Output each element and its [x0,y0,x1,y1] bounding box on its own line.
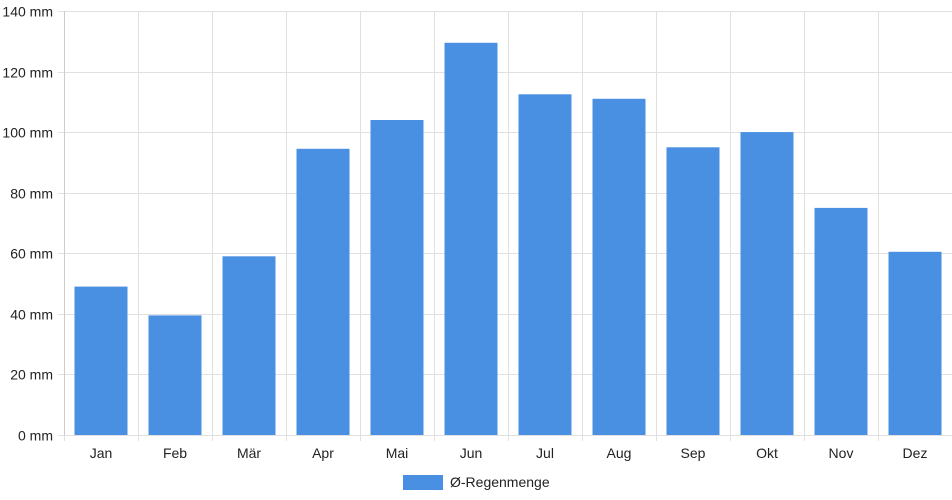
bar-aug[interactable] [592,98,646,436]
x-tick-label: Apr [312,445,334,461]
x-tick-label: Sep [681,445,706,461]
x-tick-label: Jun [460,445,483,461]
x-tick-label: Feb [163,445,187,461]
bar-feb[interactable] [148,315,202,435]
y-tick-label: 120 mm [2,65,53,81]
bar-mai[interactable] [370,120,424,435]
bar-mär[interactable] [222,256,276,435]
x-tick-label: Aug [607,445,632,461]
y-tick-label: 100 mm [2,125,53,141]
y-tick-label: 140 mm [2,4,53,20]
bar-okt[interactable] [740,132,794,435]
bar-nov[interactable] [814,207,868,435]
y-tick-label: 60 mm [10,246,53,262]
legend-label[interactable]: Ø-Regenmenge [450,474,550,490]
y-tick-label: 20 mm [10,367,53,383]
x-tick-label: Nov [829,445,854,461]
y-tick-label: 40 mm [10,307,53,323]
y-tick-label: 80 mm [10,186,53,202]
bar-apr[interactable] [296,148,350,436]
x-tick-label: Mär [237,445,261,461]
legend-swatch[interactable] [403,475,443,490]
x-axis-tick-labels: Jan Feb Mär Apr Mai Jun Jul Aug Sep Okt Nov Dez [90,445,928,461]
chart-grid [58,11,952,441]
chart-bars [74,42,942,436]
y-axis-tick-labels: 0 mm 20 mm 40 mm 60 mm 80 mm 100 mm 120 mm 140 … [2,4,53,444]
bar-jan[interactable] [74,286,128,435]
x-tick-label: Jul [536,445,554,461]
bar-sep[interactable] [666,147,720,436]
x-tick-label: Mai [386,445,409,461]
x-tick-label: Okt [756,445,778,461]
bar-dez[interactable] [888,251,942,435]
chart-legend[interactable]: Ø-Regenmenge [403,474,550,490]
bar-jun[interactable] [444,42,498,436]
x-tick-label: Dez [903,445,928,461]
x-tick-label: Jan [90,445,113,461]
y-tick-label: 0 mm [18,428,53,444]
bar-jul[interactable] [518,94,572,436]
